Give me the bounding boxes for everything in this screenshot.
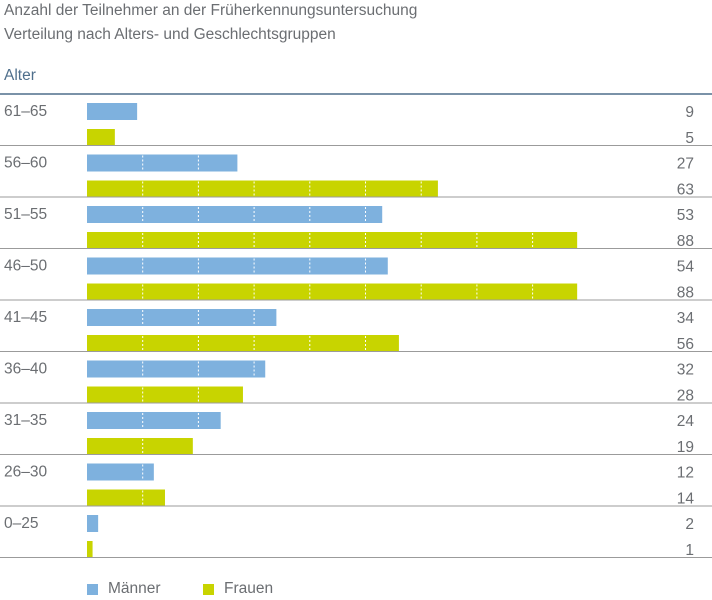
data-label: 24 [677,413,695,430]
data-label: 56 [677,336,694,353]
bar-maenner [87,206,383,223]
data-label: 34 [677,310,695,327]
legend-label-frauen: Frauen [224,580,274,597]
data-label: 32 [677,362,694,379]
bar-frauen [87,386,243,404]
bar-frauen [87,180,438,198]
data-label: 54 [677,259,695,276]
chart-subtitle: Verteilung nach Alters- und Geschlechtsg… [4,26,336,43]
category-label: 41–45 [4,309,47,326]
bar-frauen [87,489,165,507]
data-label: 14 [677,491,695,508]
chart-title: Anzahl der Teilnehmer an der Früherkennu… [4,2,418,19]
data-label: 2 [685,516,694,533]
legend-swatch-frauen [203,584,214,595]
bar-frauen [87,438,193,455]
bar-frauen [87,283,578,301]
data-label: 63 [677,182,694,199]
legend-swatch-maenner [87,584,98,595]
data-label: 28 [677,388,694,405]
bar-maenner [87,309,277,326]
bar-frauen [87,129,115,146]
bar-maenner [87,103,138,120]
category-label: 26–30 [4,464,47,481]
category-label: 36–40 [4,361,47,378]
category-label: 0–25 [4,515,38,532]
data-label: 12 [677,465,694,482]
category-label: 56–60 [4,155,47,172]
bar-maenner [87,154,238,172]
bar-maenner [87,360,266,378]
category-label: 31–35 [4,412,47,429]
legend-label-maenner: Männer [108,580,161,597]
bar-frauen [87,541,93,558]
bar-frauen [87,335,399,352]
bar-maenner [87,463,154,481]
y-axis-label: Alter [4,67,36,84]
data-label: 9 [685,104,694,121]
bar-maenner [87,257,388,275]
data-label: 5 [685,130,694,147]
category-label: 46–50 [4,258,47,275]
data-label: 88 [677,233,694,250]
data-label: 1 [685,542,694,559]
bar-frauen [87,232,578,249]
category-label: 51–55 [4,206,47,223]
data-label: 27 [677,156,694,173]
category-label: 61–65 [4,103,47,120]
data-label: 19 [677,439,694,456]
data-label: 53 [677,207,694,224]
bar-maenner [87,515,99,532]
bar-chart: 61–65 9 5 56–60 27 63 51–55 53 88 46–50 54 88 41–45 3… [0,93,712,559]
bar-maenner [87,412,221,429]
data-label: 88 [677,285,694,302]
